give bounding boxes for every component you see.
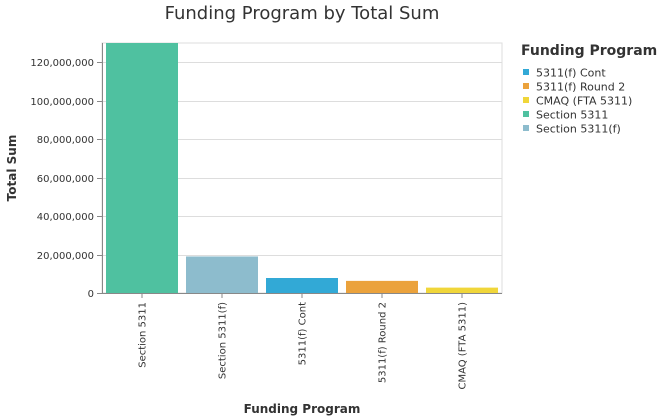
bar <box>266 278 338 293</box>
y-tick-label: 0 <box>88 289 94 300</box>
legend-label: Section 5311 <box>536 109 608 122</box>
y-axis: 0 20,000,000 40,000,000 60,000,000 80,000,00… <box>30 43 103 300</box>
bar <box>106 43 178 293</box>
legend-swatch <box>523 111 529 117</box>
bar <box>186 256 258 293</box>
y-tick-label: 100,000,000 <box>30 97 94 108</box>
x-tick-label: CMAQ (FTA 5311) <box>458 302 469 390</box>
legend-label: 5311(f) Cont <box>536 67 606 80</box>
legend-label: Section 5311(f) <box>536 123 621 136</box>
x-tick-label: 5311(f) Round 2 <box>378 302 389 383</box>
legend-swatch <box>523 125 529 131</box>
legend-label: CMAQ (FTA 5311) <box>536 95 632 108</box>
bar <box>426 287 498 293</box>
legend-swatch <box>523 69 529 75</box>
legend-swatch <box>523 97 529 103</box>
y-tick-label: 60,000,000 <box>37 174 94 185</box>
legend-label: 5311(f) Round 2 <box>536 81 625 94</box>
chart-title: Funding Program by Total Sum <box>165 3 440 24</box>
y-tick-label: 120,000,000 <box>30 58 94 69</box>
y-tick-label: 20,000,000 <box>37 251 94 262</box>
legend-swatch <box>523 83 529 89</box>
x-tick-label: Section 5311(f) <box>218 302 229 379</box>
x-axis: Section 5311 Section 5311(f) 5311(f) Cont 5… <box>102 293 502 390</box>
x-tick-label: Section 5311 <box>138 302 149 368</box>
y-tick-label: 40,000,000 <box>37 212 94 223</box>
y-axis-title: Total Sum <box>5 135 19 202</box>
legend-title: Funding Program <box>521 43 657 59</box>
y-tick-label: 80,000,000 <box>37 135 94 146</box>
bars <box>106 43 498 293</box>
bar <box>346 280 418 293</box>
x-axis-title: Funding Program <box>244 402 361 416</box>
x-tick-label: 5311(f) Cont <box>298 302 309 365</box>
